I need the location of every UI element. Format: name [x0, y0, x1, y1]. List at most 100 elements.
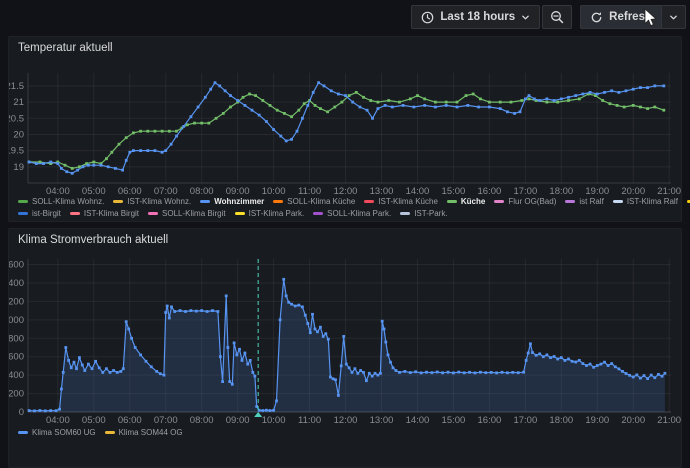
data-point-marker [242, 96, 245, 99]
data-point-marker [98, 366, 101, 369]
data-point-marker [472, 93, 475, 96]
data-point-marker [301, 306, 304, 309]
data-point-marker [283, 112, 286, 115]
legend-swatch [364, 200, 374, 203]
x-axis-tick-label: 09:00 [226, 415, 250, 426]
x-axis-tick-label: 12:00 [334, 186, 358, 196]
x-axis-tick-label: 13:00 [370, 415, 394, 426]
x-axis-tick-label: 18:00 [549, 415, 573, 426]
data-point-marker [35, 162, 38, 165]
data-point-marker [168, 130, 171, 133]
time-range-button[interactable]: Last 18 hours [411, 5, 540, 29]
x-axis-tick-label: 13:00 [370, 186, 394, 196]
refresh-interval-dropdown[interactable] [662, 5, 686, 29]
data-point-marker [332, 377, 335, 380]
data-point-marker [132, 132, 135, 135]
data-point-marker [49, 161, 52, 164]
legend-item[interactable]: Flur OG(Bad) [494, 196, 556, 207]
data-point-marker [510, 101, 513, 104]
x-axis-tick-label: 10:00 [262, 186, 286, 196]
data-point-marker [643, 374, 646, 377]
data-point-marker [560, 356, 563, 359]
data-point-marker [58, 408, 61, 411]
data-point-marker [653, 376, 656, 379]
legend-item[interactable]: Küche [447, 196, 485, 207]
data-point-marker [173, 310, 176, 313]
data-point-marker [635, 374, 638, 377]
temperature-chart[interactable]: 1919.52020.52121.504:0005:0006:0007:0008… [9, 37, 683, 196]
data-point-marker [646, 86, 649, 89]
legend-item[interactable]: IST-Klima Küche [364, 196, 438, 207]
data-point-marker [125, 136, 128, 139]
data-point-marker [67, 359, 70, 362]
data-point-marker [567, 358, 570, 361]
data-point-marker [166, 305, 169, 308]
legend-item[interactable]: IST-Klima Wohnz. [113, 196, 191, 207]
power-chart[interactable]: 0200400600800100012001400160004:0005:000… [9, 229, 683, 426]
data-point-marker [73, 361, 76, 364]
legend-item[interactable]: IST-Klima Ralf [613, 196, 678, 207]
data-point-marker [312, 91, 315, 94]
data-point-marker [246, 363, 249, 366]
data-point-marker [538, 99, 541, 102]
y-axis-tick-label: 1200 [9, 296, 24, 307]
data-point-marker [662, 109, 665, 112]
legend-label: SOLL-Klima Park. [327, 208, 391, 219]
data-point-marker [229, 106, 232, 109]
data-point-marker [290, 115, 293, 118]
legend-label: IST-Klima Park. [249, 208, 305, 219]
x-axis-tick-label: 08:00 [190, 186, 214, 196]
data-point-marker [309, 331, 312, 334]
legend-item[interactable]: SOLL-Klima Küche [273, 196, 355, 207]
data-point-marker [119, 370, 122, 373]
data-point-marker [362, 96, 365, 99]
data-point-marker [314, 328, 317, 331]
data-point-marker [589, 91, 592, 94]
data-point-marker [306, 104, 309, 107]
data-point-marker [279, 318, 282, 321]
data-point-marker [155, 370, 158, 373]
data-point-marker [222, 112, 225, 115]
legend-row: ist-Birgit IST-Klima Birgit SOLL-Klima Bir… [18, 208, 679, 219]
data-point-marker [447, 371, 450, 374]
legend-item[interactable]: IST-Park. [400, 208, 447, 219]
data-point-marker [275, 400, 278, 403]
data-point-marker [484, 371, 487, 374]
data-point-marker [646, 107, 649, 110]
x-axis-tick-label: 11:00 [298, 186, 321, 196]
zoom-out-button[interactable] [542, 5, 572, 29]
data-point-marker [348, 94, 351, 97]
legend-item[interactable]: IST-Klima Birgit [70, 208, 139, 219]
data-point-marker [356, 372, 359, 375]
legend-label: Klima SOM60 UG [32, 427, 96, 438]
legend-item[interactable]: SOLL-Klima Birgit [148, 208, 226, 219]
data-point-marker [366, 109, 369, 112]
data-point-marker [94, 360, 97, 363]
data-point-marker [434, 101, 437, 104]
data-point-marker [625, 372, 628, 375]
data-point-marker [251, 109, 254, 112]
data-point-marker [546, 354, 549, 357]
data-point-marker [65, 170, 68, 173]
legend-item[interactable]: ist-Birgit [18, 208, 61, 219]
legend-item[interactable]: Klima SOM60 UG [18, 427, 96, 438]
refresh-button[interactable]: Refresh [580, 5, 662, 29]
data-point-marker [146, 130, 149, 133]
data-point-marker [431, 371, 434, 374]
y-axis-tick-label: 1400 [9, 278, 24, 289]
legend-item[interactable]: ist Ralf [565, 196, 603, 207]
data-point-marker [351, 371, 354, 374]
legend-item[interactable]: IST-Klima Park. [235, 208, 305, 219]
data-point-marker [75, 367, 78, 370]
legend-item[interactable]: Wohnzimmer [200, 196, 264, 207]
legend-item[interactable]: Klima SOM44 OG [105, 427, 183, 438]
data-point-marker [269, 409, 272, 412]
data-point-marker [304, 314, 307, 317]
legend-item[interactable]: SOLL-Klima Wohnz. [18, 196, 104, 207]
data-point-marker [269, 104, 272, 107]
data-point-marker [529, 342, 532, 345]
legend-item[interactable]: SOLL-Klima Park. [313, 208, 391, 219]
data-point-marker [64, 164, 67, 167]
data-point-marker [327, 338, 330, 341]
legend-swatch [313, 212, 323, 215]
